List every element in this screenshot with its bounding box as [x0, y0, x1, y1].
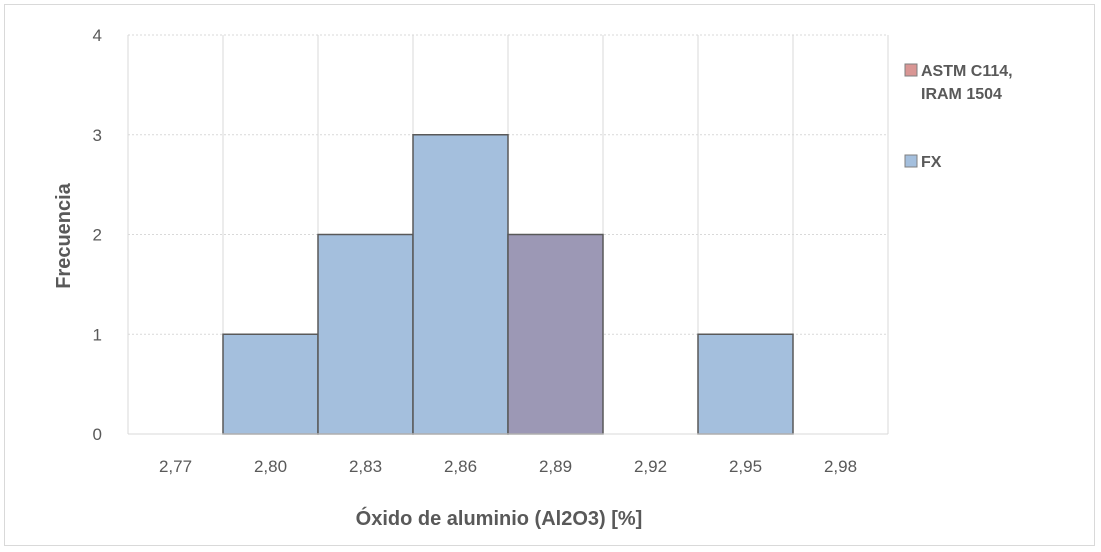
y-tick-label: 0	[93, 425, 102, 444]
legend[interactable]: ASTM C114, IRAM 1504 FX	[904, 63, 1013, 171]
bar-fx[interactable]	[412, 134, 509, 435]
legend-item-astm[interactable]: ASTM C114, IRAM 1504	[904, 63, 1013, 103]
x-tick-label: 2,80	[254, 457, 287, 476]
y-tick-label: 4	[93, 26, 102, 45]
legend-label: IRAM 1504	[921, 86, 1002, 103]
legend-label: FX	[921, 154, 942, 171]
x-tick-label: 2,77	[159, 457, 192, 476]
y-axis-title: Frecuencia	[53, 182, 75, 288]
x-tick-labels: 2,77 2,80 2,83 2,86 2,89 2,92 2,95 2,98	[159, 457, 857, 476]
legend-item-fx[interactable]: FX	[904, 154, 942, 171]
y-tick-label: 3	[93, 126, 102, 145]
x-tick-label: 2,95	[729, 457, 762, 476]
bars	[222, 134, 794, 435]
y-tick-label: 1	[93, 325, 102, 344]
bar-fx[interactable]	[317, 233, 414, 435]
x-tick-label: 2,92	[634, 457, 667, 476]
legend-swatch	[904, 63, 918, 77]
bar-overlap[interactable]	[507, 233, 604, 435]
y-tick-label: 2	[93, 226, 102, 245]
legend-label: ASTM C114,	[921, 63, 1013, 80]
y-tick-labels: 0 1 2 3 4	[93, 26, 102, 444]
bar-fx[interactable]	[697, 333, 794, 435]
x-tick-label: 2,83	[349, 457, 382, 476]
legend-swatch	[904, 154, 918, 168]
x-tick-label: 2,98	[824, 457, 857, 476]
x-tick-label: 2,86	[444, 457, 477, 476]
bar-fx[interactable]	[222, 333, 319, 435]
x-tick-label: 2,89	[539, 457, 572, 476]
x-axis-title: Óxido de aluminio (Al2O3) [%]	[356, 506, 643, 530]
